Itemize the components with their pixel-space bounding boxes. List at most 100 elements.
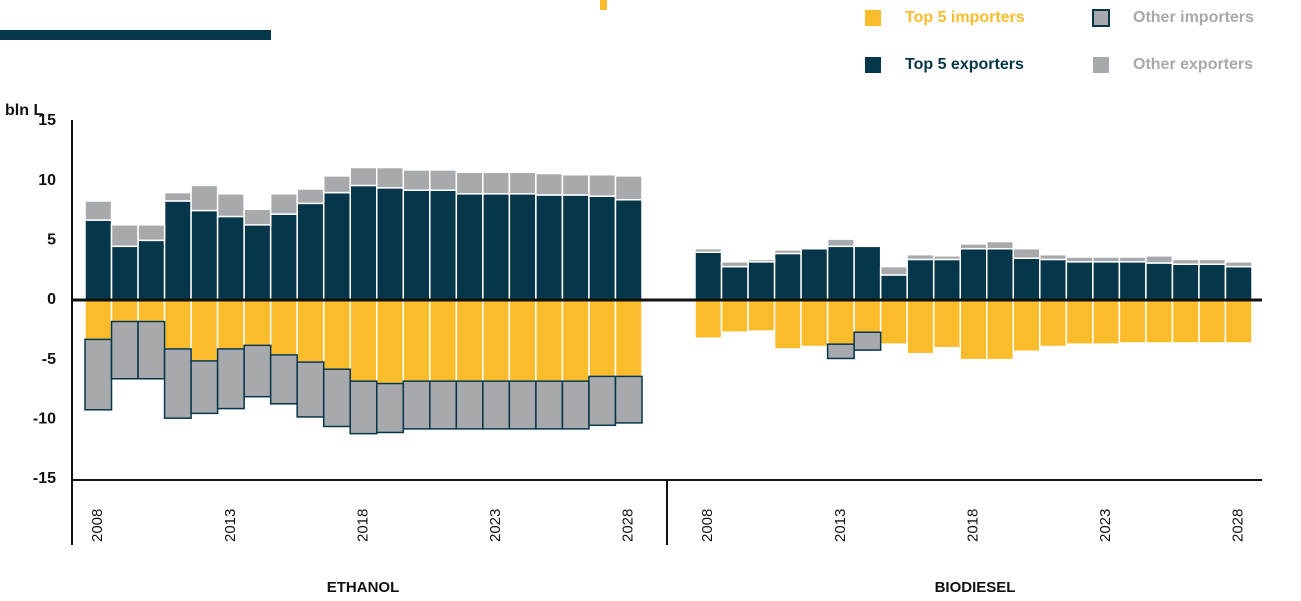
y-tick-label: -5 [42,351,56,368]
bar [747,258,776,263]
bar [720,265,749,301]
bar [269,213,298,301]
bar [773,299,802,350]
bar [1171,263,1200,301]
legend-label: Top 5 importers [905,9,1025,26]
bar [429,299,458,382]
bar [508,171,537,195]
bar [216,299,245,350]
bar [1118,261,1147,301]
y-tick-label: 15 [38,112,56,129]
bar [1224,261,1253,268]
bar [429,189,458,301]
bar [84,338,113,411]
bar [614,375,643,424]
bar [694,251,723,301]
bar [1065,261,1094,301]
bar [932,299,961,349]
bar [269,193,298,215]
bar [800,246,829,250]
bar [826,245,855,301]
panel-label: BIODIESEL [935,579,1016,596]
bar [110,245,139,301]
bar [190,184,219,212]
bar [482,193,511,301]
bar [1118,299,1147,344]
bar [1171,258,1200,265]
bar [455,171,484,195]
bar [482,380,511,430]
bar [429,380,458,430]
bar [959,299,988,361]
bar [932,255,961,261]
bar [1198,299,1227,344]
bar [190,209,219,301]
bar [800,247,829,301]
bar [296,299,325,363]
bar [720,261,749,268]
bar [269,299,298,356]
bar [429,169,458,191]
bar [535,194,564,301]
bar [906,299,935,355]
bar [322,368,351,428]
bar [1065,256,1094,263]
x-tick-label: 2023 [1097,509,1114,542]
bar [535,172,564,196]
bar [1065,299,1094,345]
bar [1224,299,1253,344]
bar [322,175,351,194]
bar [137,299,166,323]
bar [216,193,245,218]
bar [986,240,1015,250]
bar [800,299,829,348]
bar [879,265,908,276]
bar [349,166,378,187]
x-tick-label: 2028 [620,509,637,542]
header-bar [0,30,271,40]
bar [402,299,431,382]
bar [402,169,431,191]
x-tick-label: 2008 [89,509,106,542]
bar [853,299,882,333]
bar [190,299,219,362]
bar [84,299,113,341]
bar [84,200,113,221]
bar [826,299,855,345]
bar [959,247,988,301]
bar [163,200,192,301]
legend-swatch [865,57,881,73]
y-tick-label: 10 [38,172,56,189]
bar [959,243,988,250]
bar [402,189,431,301]
bar [853,244,882,248]
bar [296,202,325,301]
bar [110,320,139,380]
bar [137,224,166,242]
bar [561,299,590,382]
bar [455,380,484,430]
bar [243,299,272,347]
bar [773,249,802,255]
bar [376,187,405,301]
bar [1224,265,1253,301]
bar [588,195,617,301]
bar [879,299,908,345]
bar [376,382,405,434]
bar [826,343,855,360]
bar [482,171,511,195]
bar [269,354,298,405]
bar [1012,299,1041,353]
bar [1145,262,1174,301]
legend-swatch [1093,57,1109,73]
legend-label: Top 5 exporters [905,56,1024,73]
bar [588,375,617,427]
bar [508,193,537,301]
bar [243,208,272,226]
bar [376,299,405,385]
x-tick-label: 2013 [832,509,849,542]
bar [853,331,882,351]
legend-swatch [865,10,881,26]
bar [561,194,590,301]
bar [879,274,908,301]
